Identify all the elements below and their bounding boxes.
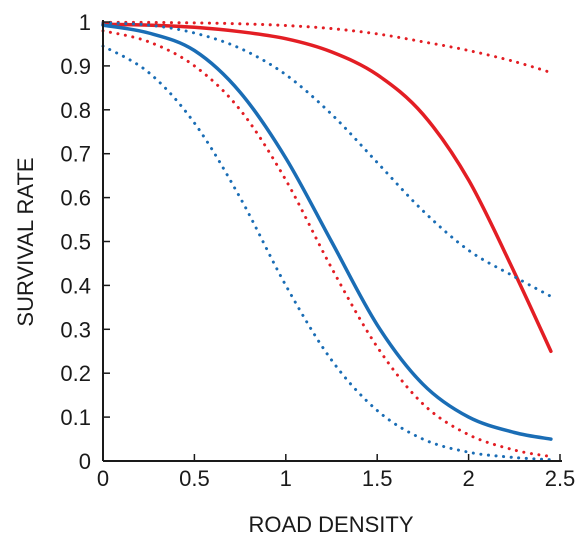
x-tick-label: 0.5 <box>179 466 210 491</box>
y-tick-label: 1 <box>79 10 91 35</box>
axes <box>102 20 562 462</box>
x-tick-label: 0 <box>97 466 109 491</box>
y-tick-label: 0.2 <box>60 361 91 386</box>
y-tick-label: 0.4 <box>60 273 91 298</box>
x-axis-title: ROAD DENSITY <box>248 512 413 537</box>
series-line-2 <box>101 20 553 74</box>
x-tick-label: 2.5 <box>545 466 576 491</box>
y-tick-label: 0.8 <box>60 98 91 123</box>
y-axis-title: SURVIVAL RATE <box>13 157 38 326</box>
tick-labels: 0 0.5 1 1.5 2 2.5 0 0.1 0.2 0.3 0.4 0.5 0.6 0.7 0.8 0.9… <box>60 10 575 491</box>
y-tick-label: 0 <box>79 449 91 474</box>
series-line-4 <box>101 23 553 441</box>
y-tick-label: 0.9 <box>60 54 91 79</box>
y-tick-label: 0.7 <box>60 142 91 167</box>
x-tick-label: 2 <box>462 466 474 491</box>
x-tick-label: 1.5 <box>362 466 393 491</box>
y-tick-label: 0.1 <box>60 405 91 430</box>
y-tick-label: 0.3 <box>60 317 91 342</box>
series-line-6 <box>101 44 553 462</box>
series-line-5 <box>101 21 553 298</box>
series-line-3 <box>101 29 553 459</box>
y-tick-label: 0.5 <box>60 230 91 255</box>
y-tick-label: 0.6 <box>60 186 91 211</box>
plot-lines <box>101 20 553 462</box>
series-line-1 <box>101 22 553 354</box>
x-tick-label: 1 <box>280 466 292 491</box>
